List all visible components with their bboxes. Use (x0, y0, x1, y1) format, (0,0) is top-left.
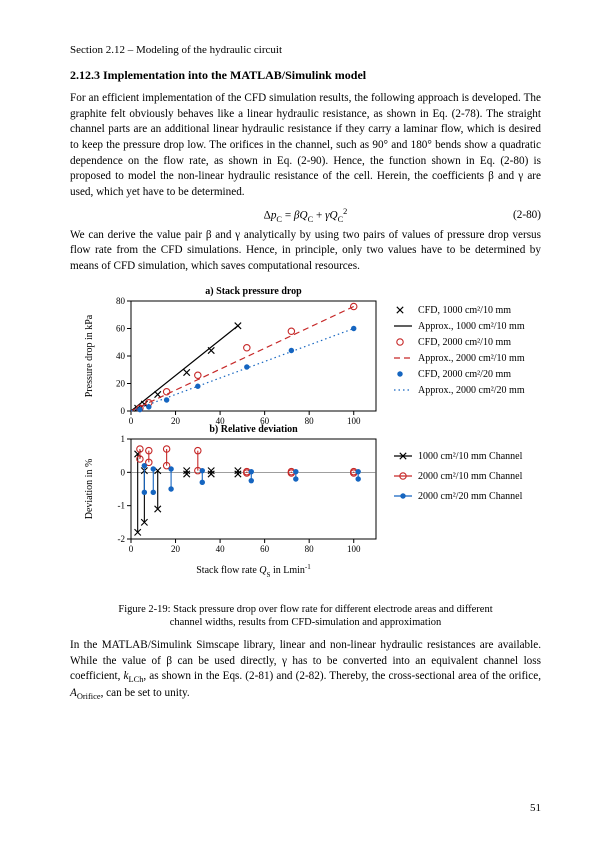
svg-text:0: 0 (128, 416, 133, 426)
svg-text:80: 80 (304, 544, 314, 554)
svg-text:0: 0 (120, 406, 125, 416)
svg-text:2000 cm²/10 mm Channel: 2000 cm²/10 mm Channel (418, 471, 523, 482)
figure-svg: a) Stack pressure drop Pressure drop in k… (76, 281, 536, 601)
svg-text:60: 60 (116, 323, 126, 333)
svg-text:0: 0 (128, 544, 133, 554)
svg-text:-1: -1 (117, 500, 125, 510)
running-head: Section 2.12 – Modeling of the hydraulic… (70, 44, 541, 56)
para-1: For an efficient implementation of the C… (70, 91, 541, 201)
figure-2-19: a) Stack pressure drop Pressure drop in k… (70, 281, 541, 630)
section-heading: 2.12.3 Implementation into the MATLAB/Si… (70, 68, 541, 83)
para-3: In the MATLAB/Simulink Simscape library,… (70, 638, 541, 703)
figure-caption: Figure 2-19: Stack pressure drop over fl… (118, 603, 492, 630)
svg-text:20: 20 (171, 544, 181, 554)
svg-text:1000 cm²/10 mm Channel: 1000 cm²/10 mm Channel (418, 451, 523, 462)
svg-text:40: 40 (116, 351, 126, 361)
svg-text:100: 100 (346, 416, 360, 426)
svg-text:80: 80 (116, 296, 126, 306)
svg-text:20: 20 (171, 416, 181, 426)
svg-text:1: 1 (120, 434, 125, 444)
svg-text:CFD, 1000 cm²/10 mm: CFD, 1000 cm²/10 mm (418, 305, 511, 316)
svg-text:-2: -2 (117, 534, 125, 544)
svg-text:Pressure drop in kPa: Pressure drop in kPa (84, 314, 95, 397)
svg-text:0: 0 (120, 467, 125, 477)
equation-number: (2-80) (513, 209, 541, 221)
svg-text:a) Stack pressure drop: a) Stack pressure drop (205, 286, 302, 297)
svg-text:Approx., 2000 cm²/10 mm: Approx., 2000 cm²/10 mm (418, 353, 525, 364)
svg-text:60: 60 (260, 544, 270, 554)
svg-text:2000 cm²/20 mm Channel: 2000 cm²/20 mm Channel (418, 491, 523, 502)
svg-text:b) Relative deviation: b) Relative deviation (209, 424, 298, 435)
svg-text:Stack flow rate QS in Lmin-1: Stack flow rate QS in Lmin-1 (196, 563, 311, 579)
svg-text:80: 80 (304, 416, 314, 426)
para-2: We can derive the value pair β and γ ana… (70, 228, 541, 275)
svg-text:CFD, 2000 cm²/10 mm: CFD, 2000 cm²/10 mm (418, 337, 511, 348)
svg-text:CFD, 2000 cm²/20 mm: CFD, 2000 cm²/20 mm (418, 369, 511, 380)
svg-text:Approx., 2000 cm²/20 mm: Approx., 2000 cm²/20 mm (418, 385, 525, 396)
equation-row: ΔpC = βQC + γQC2 (2-80) (70, 207, 541, 224)
svg-text:40: 40 (215, 544, 225, 554)
svg-text:Approx., 1000 cm²/10 mm: Approx., 1000 cm²/10 mm (418, 321, 525, 332)
svg-text:100: 100 (346, 544, 360, 554)
svg-text:20: 20 (116, 378, 126, 388)
svg-text:Deviation in %: Deviation in % (84, 458, 95, 519)
a-orifice: A (70, 687, 77, 699)
equation-main: ΔpC = βQC + γQC2 (264, 207, 348, 224)
page-number: 51 (530, 802, 541, 814)
